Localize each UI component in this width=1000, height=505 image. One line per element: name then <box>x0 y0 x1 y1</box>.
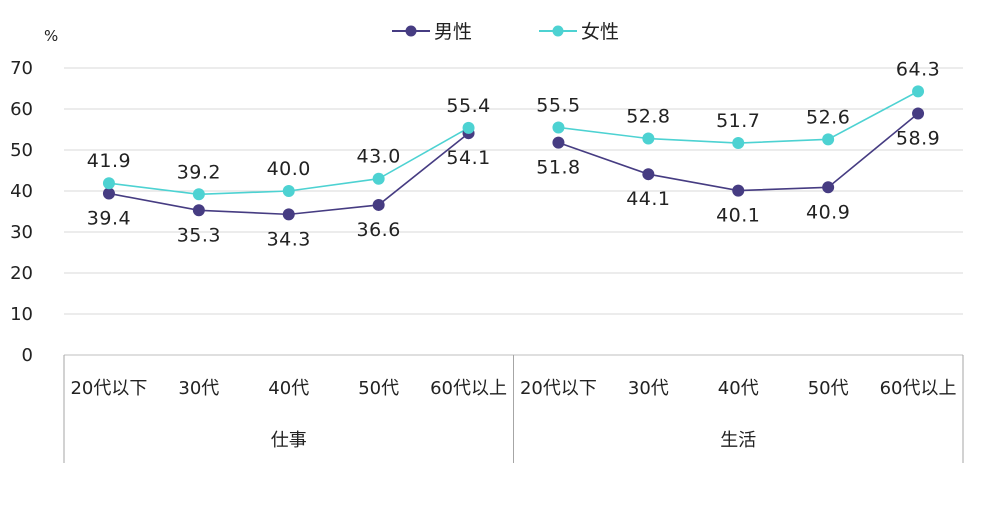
data-label-female: 52.8 <box>626 106 670 128</box>
data-label-male: 35.3 <box>177 224 221 246</box>
x-tick-label: 50代 <box>358 378 399 399</box>
data-point-male <box>552 136 565 149</box>
data-point-male <box>282 208 295 221</box>
data-label-male: 58.9 <box>896 128 940 150</box>
data-label-male: 44.1 <box>626 188 670 210</box>
data-points <box>102 85 925 221</box>
data-point-female <box>462 121 475 134</box>
x-tick-label: 50代 <box>808 378 849 399</box>
y-tick-label: 40 <box>10 181 33 202</box>
legend-label-female: 女性 <box>581 21 619 43</box>
data-point-female <box>282 185 295 197</box>
y-tick-label: 10 <box>10 304 33 325</box>
data-point-male <box>642 168 655 181</box>
y-tick-label: 30 <box>10 222 33 243</box>
y-tick-label: 60 <box>10 99 33 120</box>
data-point-female <box>642 132 655 145</box>
data-label-female: 39.2 <box>177 161 221 183</box>
data-point-female <box>102 177 115 190</box>
data-point-male <box>912 107 925 120</box>
y-tick-label: 70 <box>10 58 33 79</box>
data-label-female: 51.7 <box>716 110 760 132</box>
y-tick-label: 0 <box>22 345 33 366</box>
x-group-label: 生活 <box>720 430 756 451</box>
gridlines <box>64 67 963 315</box>
data-label-male: 40.1 <box>716 205 760 227</box>
y-unit-label: % <box>44 27 58 45</box>
data-point-female <box>732 137 745 150</box>
y-axis: % 0 10 20 30 40 50 60 70 <box>10 27 58 366</box>
data-label-female: 40.0 <box>267 158 311 180</box>
y-tick-label: 50 <box>10 140 33 161</box>
data-point-female <box>372 172 385 185</box>
data-label-female: 52.6 <box>806 106 850 128</box>
data-point-male <box>192 204 205 217</box>
data-point-female <box>912 85 925 98</box>
data-point-female <box>552 121 565 134</box>
data-point-female <box>192 188 205 201</box>
data-label-female: 64.3 <box>896 58 940 80</box>
data-label-male: 40.9 <box>806 201 850 223</box>
data-label-male: 39.4 <box>87 207 131 229</box>
data-point-male <box>102 187 115 200</box>
data-labels: 39.4 35.3 34.3 36.6 54.1 51.8 44.1 40.1 40.9 58.9… <box>87 58 940 250</box>
data-label-male: 36.6 <box>356 219 400 241</box>
x-tick-label: 20代以下 <box>70 378 147 399</box>
x-tick-label: 40代 <box>718 378 759 399</box>
data-label-male: 34.3 <box>267 228 311 250</box>
data-label-female: 55.5 <box>536 94 580 116</box>
x-tick-label: 40代 <box>268 378 309 399</box>
x-tick-label: 20代以下 <box>520 378 597 399</box>
x-group-label: 仕事 <box>271 430 307 451</box>
x-tick-label: 30代 <box>628 378 669 399</box>
data-label-female: 55.4 <box>446 95 490 117</box>
x-tick-label: 60代以上 <box>880 378 957 399</box>
data-point-male <box>732 184 745 197</box>
series-lines <box>108 90 919 216</box>
x-tick-label: 60代以上 <box>430 378 507 399</box>
data-label-male: 54.1 <box>446 147 490 169</box>
data-label-female: 43.0 <box>356 146 400 168</box>
x-tick-label: 30代 <box>178 378 219 399</box>
data-label-male: 51.8 <box>536 157 580 179</box>
data-point-male <box>372 198 385 211</box>
data-point-female <box>822 133 835 146</box>
y-tick-label: 20 <box>10 263 33 284</box>
data-point-male <box>822 181 835 194</box>
legend: 男性 女性 <box>392 21 619 43</box>
legend-marker-female <box>552 25 564 37</box>
data-label-female: 41.9 <box>87 150 131 172</box>
legend-marker-male <box>405 25 417 37</box>
legend-label-male: 男性 <box>434 21 472 43</box>
